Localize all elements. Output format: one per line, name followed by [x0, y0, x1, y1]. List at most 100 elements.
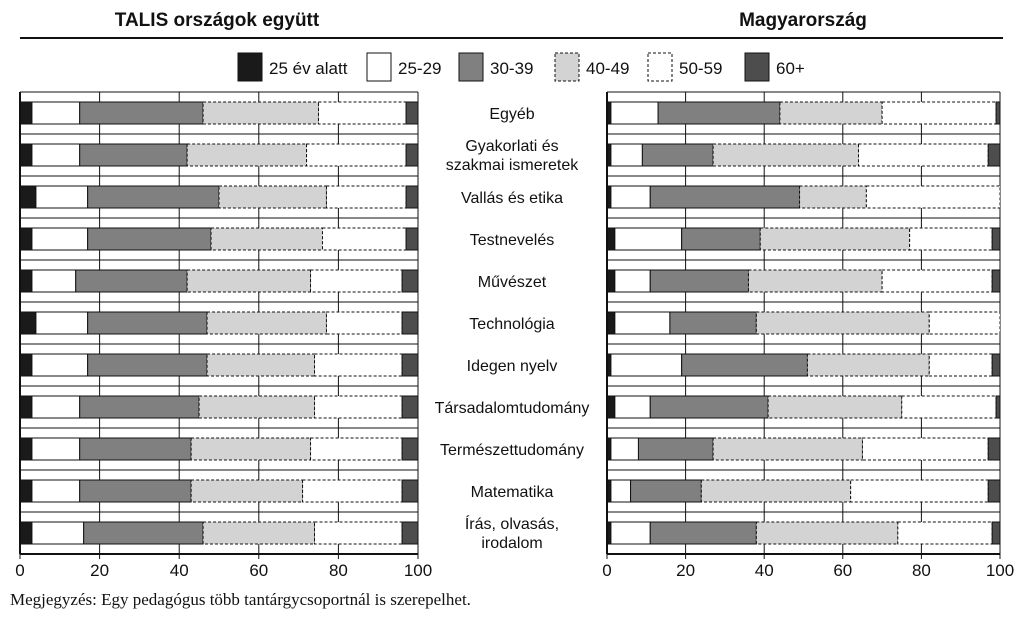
category-label-line: irodalom	[481, 535, 542, 552]
x-tick-label: 40	[755, 561, 774, 580]
bar-segment	[928, 311, 1001, 335]
legend-label: 50-59	[679, 59, 722, 78]
bar-segment	[614, 311, 671, 335]
bar-segment	[991, 269, 1001, 293]
legend-swatch	[366, 52, 392, 82]
legend-label: 25-29	[398, 59, 441, 78]
bar-segment	[31, 353, 89, 377]
legend-swatch	[647, 52, 673, 82]
category-label: Vallás és etika	[461, 190, 563, 207]
bar-segment	[19, 395, 33, 419]
bar-segment	[19, 311, 37, 335]
bar-segment	[755, 311, 930, 335]
bar-segment	[610, 437, 639, 461]
bar-segment	[712, 437, 863, 461]
category-label-line: Írás, olvasás,	[465, 514, 559, 533]
bar-segment	[190, 437, 312, 461]
bar-segment	[186, 269, 312, 293]
bar-segment	[210, 227, 323, 251]
x-tick-label: 20	[90, 561, 109, 580]
bar-segment	[19, 479, 33, 503]
category-label: Technológia	[469, 316, 555, 333]
bar-segment	[991, 227, 1001, 251]
bar-segment	[79, 395, 200, 419]
category-label: Művészet	[478, 274, 547, 291]
bar-segment	[767, 395, 903, 419]
bar-segment	[206, 353, 316, 377]
x-tick-label: 0	[602, 561, 611, 580]
bar-segment	[897, 521, 993, 545]
bar-segment	[202, 101, 319, 125]
bar-segment	[637, 437, 714, 461]
category-label: Gyakorlati és szakmai ismeretek	[446, 138, 579, 174]
legend-label: 40-49	[586, 59, 629, 78]
bar-segment	[190, 479, 304, 503]
bar-segment	[75, 269, 188, 293]
bar-segment	[401, 437, 419, 461]
legend-swatch	[458, 52, 484, 82]
bar-segment	[218, 185, 327, 209]
bar-segment	[79, 437, 192, 461]
bar-segment	[641, 143, 714, 167]
bars	[19, 101, 1001, 545]
bar-segment	[928, 353, 993, 377]
bar-segment	[995, 101, 1001, 125]
bar-segment	[19, 185, 37, 209]
bar-segment	[19, 269, 33, 293]
bar-segment	[987, 143, 1001, 167]
bar-segment	[606, 227, 616, 251]
bar-segment	[405, 227, 419, 251]
bar-segment	[19, 143, 33, 167]
bar-segment	[306, 143, 407, 167]
x-tick-label: 20	[676, 561, 695, 580]
bar-segment	[669, 311, 757, 335]
bar-segment	[610, 185, 651, 209]
bar-segment	[31, 395, 81, 419]
bar-segment	[87, 353, 208, 377]
bar-segment	[901, 395, 997, 419]
bar-segment	[630, 479, 702, 503]
bar-segment	[614, 227, 683, 251]
x-tick-label: 80	[912, 561, 931, 580]
bar-segment	[401, 395, 419, 419]
legend-swatch	[237, 52, 263, 82]
bar-segment	[310, 437, 403, 461]
bar-segment	[649, 395, 769, 419]
legend-swatch	[744, 52, 770, 82]
bar-segment	[649, 269, 749, 293]
bar-segment	[606, 311, 616, 335]
bar-segment	[991, 353, 1001, 377]
bar-segment	[657, 101, 781, 125]
bar-segment	[31, 227, 89, 251]
category-label: Természettudomány	[440, 442, 584, 459]
bar-segment	[79, 101, 204, 125]
left-panel-title: TALIS országok együtt	[115, 10, 320, 31]
axes: 0 20 40 60 80 100 0 20 40 60 80 100	[15, 92, 1014, 580]
category-label: Testnevelés	[470, 232, 555, 249]
bar-segment	[314, 521, 403, 545]
bar-segment	[405, 101, 419, 125]
x-tick-label: 80	[329, 561, 348, 580]
bar-segment	[87, 311, 208, 335]
bar-segment	[614, 269, 651, 293]
bar-segment	[325, 185, 407, 209]
legend-swatch	[554, 52, 580, 82]
bar-segment	[881, 101, 997, 125]
bar-segment	[87, 185, 220, 209]
category-label-line: szakmai ismeretek	[446, 157, 579, 174]
x-tick-label: 100	[404, 561, 432, 580]
x-tick-label: 40	[170, 561, 189, 580]
category-label: Egyéb	[489, 106, 534, 123]
category-labels: Egyéb Gyakorlati és szakmai ismeretek Vallá…	[435, 106, 590, 552]
bar-segment	[314, 353, 403, 377]
bar-segment	[405, 185, 419, 209]
bar-segment	[987, 437, 1001, 461]
bar-segment	[401, 353, 419, 377]
x-tick-label: 100	[986, 561, 1014, 580]
bar-segment	[861, 437, 989, 461]
bar-segment	[302, 479, 403, 503]
bar-segment	[881, 269, 993, 293]
bar-segment	[19, 353, 33, 377]
bar-segment	[35, 185, 89, 209]
